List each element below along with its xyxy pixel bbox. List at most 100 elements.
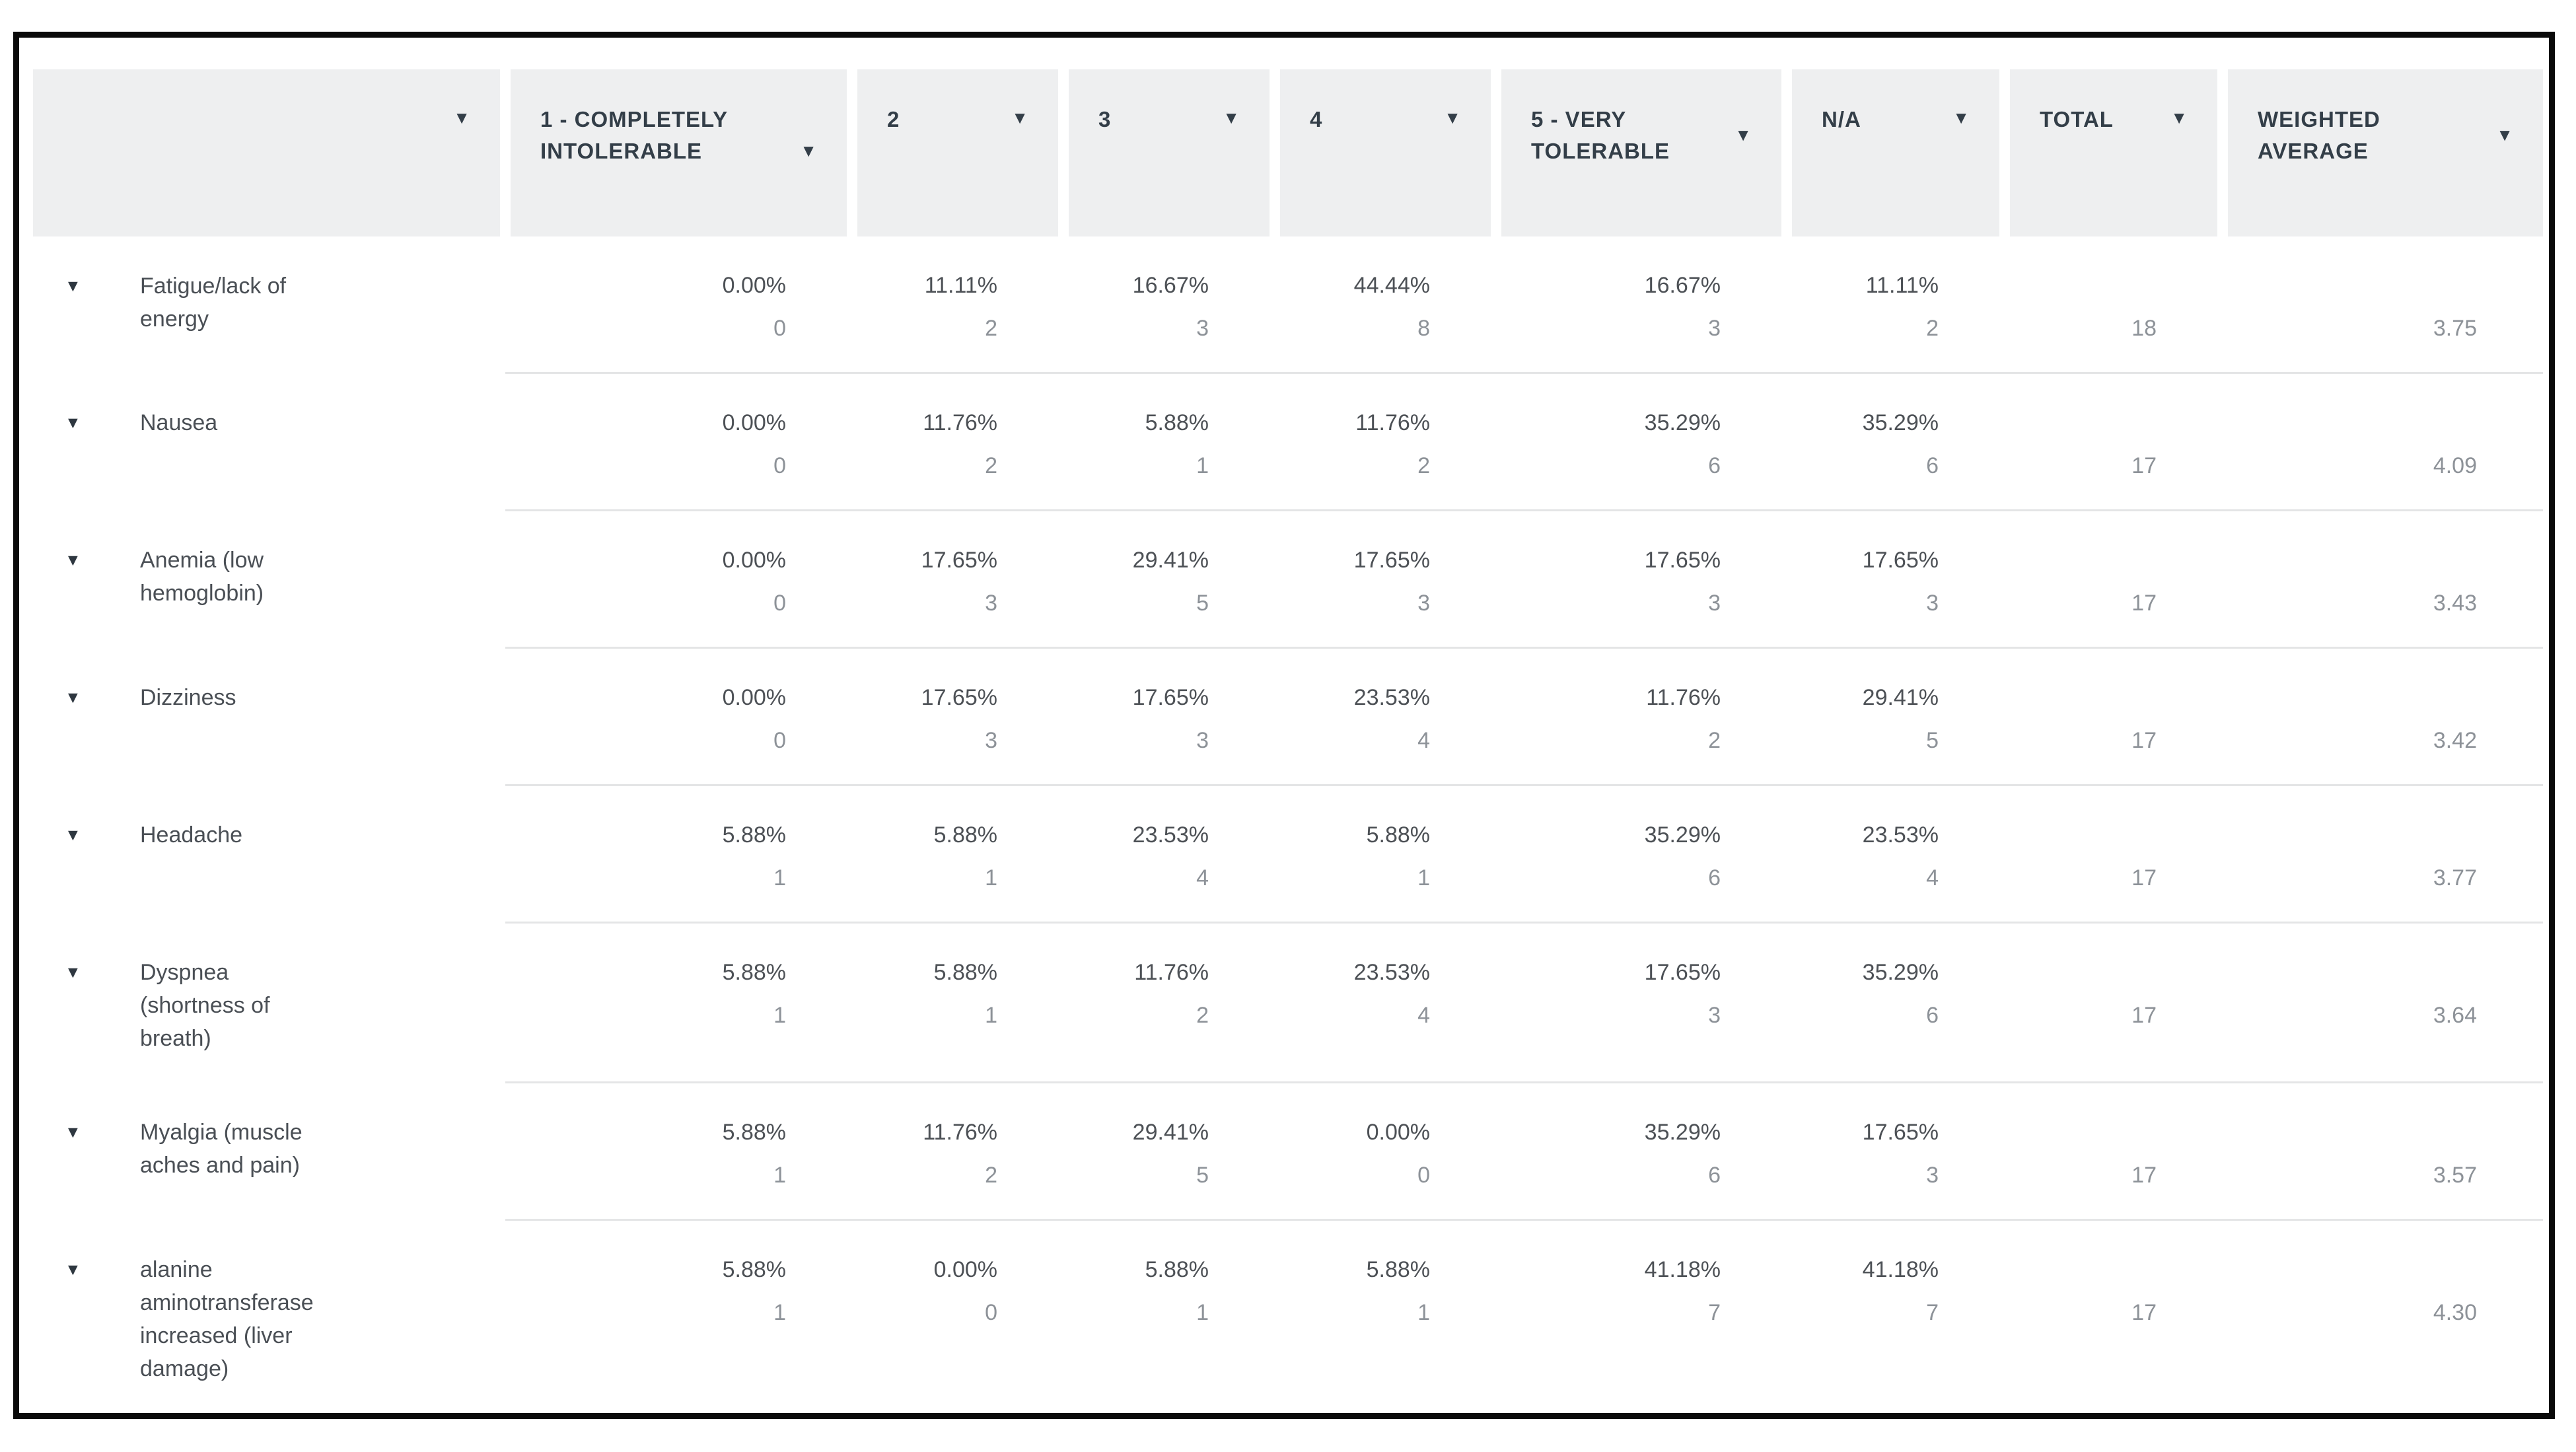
total-cell: 17 [2005,784,2223,923]
matrix-table-container: ▼ 1 - COMPLETELY INTOLERABLE ▼ 2 ▼ 3 ▼ [33,69,2549,1413]
weighted-average-value: 4.09 [2433,453,2477,478]
row-collapse-icon[interactable]: ▼ [65,277,81,295]
cell: 17.65% 3 [852,509,1063,648]
cell: 11.11% 2 [1787,236,2005,373]
cell-percent: 0.00% [722,548,786,573]
cell-count: 6 [1926,1003,1939,1028]
cell: 17.65% 3 [852,647,1063,785]
cell-count: 1 [773,1163,786,1188]
cell-count: 1 [1417,865,1430,890]
cell-percent: 23.53% [1132,822,1209,848]
cell-count: 3 [1926,591,1939,616]
row-collapse-icon[interactable]: ▼ [65,688,81,707]
cell-count: 3 [985,728,997,753]
column-header-3[interactable]: 3 ▼ [1058,69,1275,236]
row-collapse-icon[interactable]: ▼ [65,1260,81,1279]
cell-percent: 11.76% [1134,960,1209,985]
row-collapse-icon[interactable]: ▼ [65,550,81,569]
cell-count: 8 [1417,316,1430,341]
cell-percent: 35.29% [1644,1120,1721,1145]
column-header-4[interactable]: 4 ▼ [1270,69,1496,236]
row-collapse-icon[interactable]: ▼ [65,962,81,982]
cell-percent: 17.65% [1644,548,1721,573]
column-header-1-completely-intolerable[interactable]: 1 - COMPLETELY INTOLERABLE ▼ [500,69,852,236]
weighted-average-cell: 3.57 [2223,1081,2543,1220]
cell: 16.67% 3 [1063,236,1275,373]
total-value: 17 [2131,865,2157,890]
cell-percent: 0.00% [722,685,786,710]
cell-percent: 35.29% [1644,822,1721,848]
cell: 5.88% 1 [1275,1219,1496,1413]
cell-percent: 11.11% [1865,273,1939,298]
row-label-cell: ▼ Headache [33,785,505,923]
cell-count: 3 [1196,316,1209,341]
row-label: alanine aminotransferase increased (live… [140,1256,314,1381]
cell-count: 5 [1926,728,1939,753]
cell: 5.88% 1 [505,922,852,1083]
cell-count: 4 [1417,1003,1430,1028]
total-cell: 17 [2005,1219,2223,1413]
sort-icon[interactable]: ▼ [1735,125,1752,145]
cell-count: 7 [1926,1300,1939,1325]
sort-icon[interactable]: ▼ [1952,108,1970,127]
cell-count: 4 [1926,865,1939,890]
column-header-total[interactable]: TOTAL ▼ [1999,69,2223,236]
column-header-na[interactable]: N/A ▼ [1781,69,2005,236]
weighted-average-cell: 3.64 [2223,922,2543,1083]
column-header-5-very-tolerable[interactable]: 5 - VERY TOLERABLE ▼ [1491,69,1787,236]
cell: 35.29% 6 [1496,784,1787,923]
row-collapse-icon[interactable]: ▼ [65,825,81,844]
cell: 11.76% 2 [852,372,1063,511]
sort-icon[interactable]: ▼ [2496,125,2513,145]
sort-icon[interactable]: ▼ [1444,108,1461,127]
cell-count: 1 [1196,453,1209,478]
sort-icon[interactable]: ▼ [1223,108,1240,127]
cell-count: 0 [773,728,786,753]
row-collapse-icon[interactable]: ▼ [65,1122,81,1142]
column-header-2[interactable]: 2 ▼ [847,69,1063,236]
row-collapse-icon[interactable]: ▼ [65,413,81,432]
table-row: ▼ Nausea 0.00% 0 11.76% 2 5.88% 1 11.76% 2 3… [33,372,2543,511]
cell: 23.53% 4 [1063,784,1275,923]
sort-icon[interactable]: ▼ [2170,108,2188,127]
cell-percent: 44.44% [1353,273,1430,298]
cell-count: 4 [1417,728,1430,753]
row-label-cell: ▼ Nausea [33,373,505,511]
cell: 41.18% 7 [1496,1219,1787,1413]
column-header-label: TOTAL [2040,107,2114,131]
sort-icon[interactable]: ▼ [800,141,817,161]
sort-icon[interactable]: ▼ [453,108,470,127]
cell-percent: 11.11% [924,273,997,298]
cell-percent: 5.88% [1366,822,1430,848]
cell-count: 1 [773,1003,786,1028]
cell-percent: 17.65% [1132,685,1209,710]
cell-count: 3 [1196,728,1209,753]
weighted-average-cell: 3.43 [2223,509,2543,648]
row-label: Nausea [140,410,218,435]
cell-count: 3 [1417,591,1430,616]
cell-count: 0 [773,591,786,616]
column-header-row-labels[interactable]: ▼ [33,69,505,236]
cell: 35.29% 6 [1787,372,2005,511]
cell-count: 1 [985,865,997,890]
cell: 11.76% 2 [1275,372,1496,511]
total-value: 17 [2131,1163,2157,1188]
cell-count: 1 [1196,1300,1209,1325]
cell-percent: 0.00% [722,273,786,298]
table-row: ▼ alanine aminotransferase increased (li… [33,1219,2543,1413]
weighted-average-cell: 3.42 [2223,647,2543,785]
table-row: ▼ Anemia (low hemoglobin) 0.00% 0 17.65% 3… [33,509,2543,648]
cell-percent: 17.65% [921,685,997,710]
cell: 17.65% 3 [1787,509,2005,648]
cell: 35.29% 6 [1496,372,1787,511]
cell-count: 2 [985,1163,997,1188]
cell-percent: 35.29% [1644,410,1721,435]
row-label-cell: ▼ Myalgia (muscle aches and pain) [33,1083,505,1220]
total-value: 17 [2131,728,2157,753]
sort-icon[interactable]: ▼ [1011,108,1028,127]
results-panel: ▼ 1 - COMPLETELY INTOLERABLE ▼ 2 ▼ 3 ▼ [13,32,2555,1419]
cell: 17.65% 3 [1275,509,1496,648]
column-header-weighted-average[interactable]: WEIGHTED AVERAGE ▼ [2217,69,2543,236]
cell-count: 0 [985,1300,997,1325]
cell-percent: 11.76% [1355,410,1430,435]
